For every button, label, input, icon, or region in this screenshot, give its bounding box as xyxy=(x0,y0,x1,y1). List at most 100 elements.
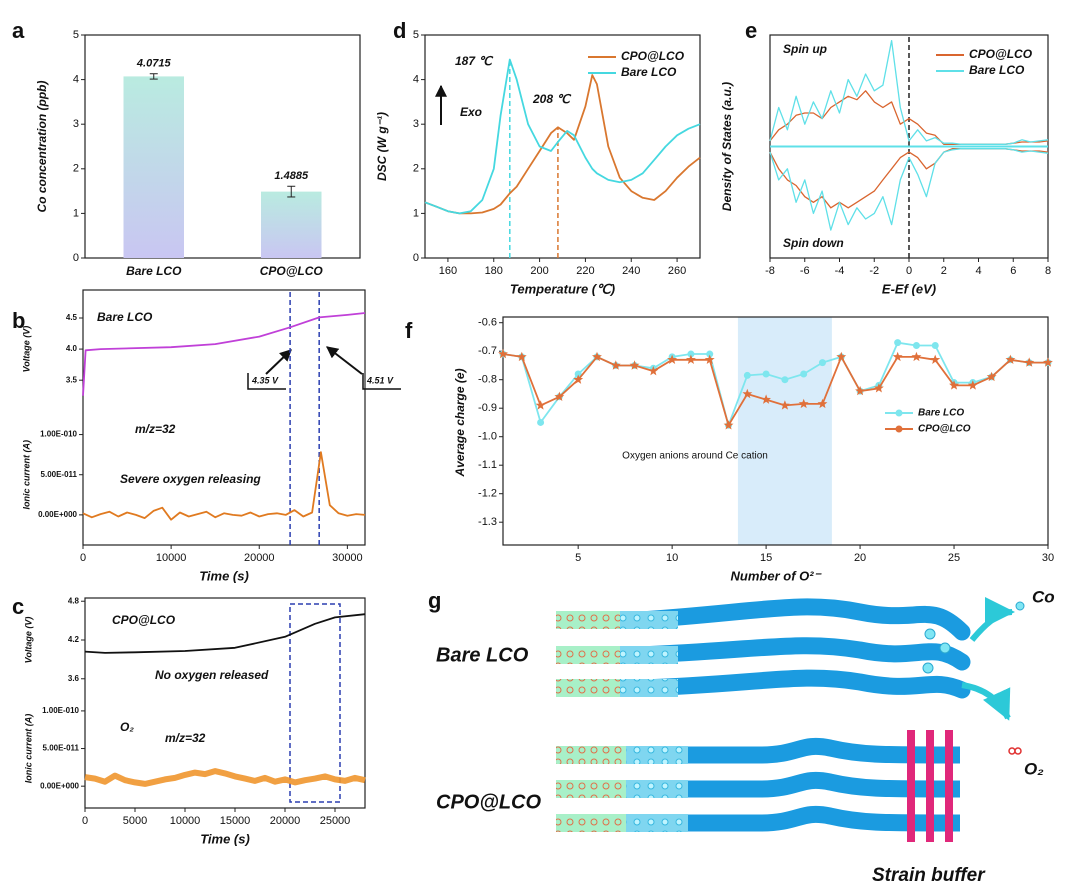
x-tick-label: 200 xyxy=(530,265,548,277)
marker xyxy=(762,370,770,378)
series-line xyxy=(82,451,366,521)
annotation: Spin up xyxy=(783,42,827,56)
series-line xyxy=(424,74,701,215)
y-tick-label: 4.0 xyxy=(66,344,78,353)
y-tick-label: 2 xyxy=(73,163,79,175)
marker xyxy=(535,400,546,410)
marker xyxy=(687,350,695,358)
plot-frame xyxy=(84,34,361,259)
coating xyxy=(556,679,620,697)
legend-marker xyxy=(895,409,903,417)
o2 xyxy=(1008,747,1016,755)
label: Strain buffer xyxy=(872,865,986,886)
marker xyxy=(1005,354,1016,364)
label: Bare LCO xyxy=(436,644,529,666)
annotation: 4.51 V xyxy=(366,375,394,385)
panel: c 0 5000 10000 15000 20000 25000 3.6 4.2 4.8 0.00E… xyxy=(12,594,366,846)
marker xyxy=(742,388,753,399)
arrow xyxy=(326,346,363,375)
coating xyxy=(556,780,626,798)
y-tick-label: 2 xyxy=(413,163,419,175)
lattice xyxy=(626,780,688,798)
data-label: 4.0715 xyxy=(136,58,172,70)
co-ion xyxy=(939,642,951,654)
highlight-band xyxy=(737,317,832,545)
marker xyxy=(1024,357,1035,367)
panel-letter: e xyxy=(745,18,757,43)
lattice xyxy=(626,814,688,832)
series-line xyxy=(502,353,1048,427)
x-tick-label: 0 xyxy=(82,815,88,827)
y-tick-label: 1 xyxy=(413,207,419,219)
y-tick-label: 0.00E+000 xyxy=(38,510,77,519)
annotation: 208 ℃ xyxy=(532,92,571,106)
y-tick-label: 5.00E-011 xyxy=(43,744,80,753)
x-axis-label: Time (s) xyxy=(200,831,250,846)
marker xyxy=(592,351,602,362)
label: O₂ xyxy=(1024,759,1044,778)
series-line xyxy=(769,39,1049,145)
arrow xyxy=(969,597,1015,642)
error-bar xyxy=(149,73,158,80)
y-tick-label: -0.9 xyxy=(478,402,497,414)
coating xyxy=(556,611,620,629)
layer xyxy=(685,805,961,832)
bar xyxy=(123,76,184,258)
marker xyxy=(967,380,978,390)
o2 xyxy=(1014,747,1022,755)
y-tick-label: -1.0 xyxy=(478,431,497,443)
x-tick-label: 240 xyxy=(622,265,640,277)
y-tick-label: -0.8 xyxy=(478,374,497,386)
marker xyxy=(686,354,696,364)
x-tick-label: 30 xyxy=(1042,552,1054,564)
x-tick-label: 6 xyxy=(1010,265,1016,277)
coating xyxy=(556,814,626,832)
y-tick-label: -1.3 xyxy=(478,516,497,528)
x-tick-label: 160 xyxy=(439,265,457,277)
y2-axis-label: Ionic current (A) xyxy=(21,440,31,510)
co-ion xyxy=(1015,601,1025,611)
legend-label: Bare LCO xyxy=(969,63,1025,77)
x-tick-label: 2 xyxy=(941,265,947,277)
marker xyxy=(780,400,790,410)
lattice xyxy=(626,746,688,764)
panel-letter: g xyxy=(428,588,441,613)
y-tick-label: 3 xyxy=(413,118,419,130)
marker xyxy=(798,398,809,409)
y-axis-label: Voltage (V) xyxy=(21,326,31,373)
x-tick-label: 25000 xyxy=(320,815,351,827)
plot-frame xyxy=(424,34,701,259)
x-tick-label: 5 xyxy=(575,552,581,564)
y-tick-label: 1.00E-010 xyxy=(40,430,77,439)
panel: a 0 1 2 3 4 5 Co concentration (ppb) 4.0715 Bare … xyxy=(12,18,361,278)
marker xyxy=(911,351,922,362)
x-tick-label: 10000 xyxy=(156,552,187,564)
bare-rows xyxy=(556,597,1025,755)
y-axis-label: DSC (W g⁻¹) xyxy=(375,112,389,181)
legend-label: CPO@LCO xyxy=(969,47,1033,61)
y-tick-label: 0.00E+000 xyxy=(40,781,79,790)
annotation: 187 ℃ xyxy=(455,54,493,68)
lattice xyxy=(620,611,678,629)
x-axis-label: Time (s) xyxy=(199,568,249,583)
strain-buffer xyxy=(945,730,953,842)
error-bar xyxy=(287,185,296,198)
data-label: 1.4885 xyxy=(274,170,309,182)
marker xyxy=(986,371,997,382)
marker xyxy=(629,360,640,370)
cpo-rows xyxy=(556,730,961,842)
series-line xyxy=(769,148,1049,231)
annotation: Severe oxygen releasing xyxy=(120,472,261,486)
annotation-box xyxy=(362,373,401,390)
plot-frame xyxy=(84,597,366,809)
y-tick-label: -1.2 xyxy=(478,488,497,500)
coating xyxy=(556,746,626,764)
plot-frame xyxy=(82,289,366,546)
x-tick-label: -4 xyxy=(835,265,845,277)
marker xyxy=(537,418,545,426)
series-line xyxy=(424,58,701,215)
layer xyxy=(631,669,971,699)
marker xyxy=(817,398,828,409)
layer xyxy=(631,637,971,671)
